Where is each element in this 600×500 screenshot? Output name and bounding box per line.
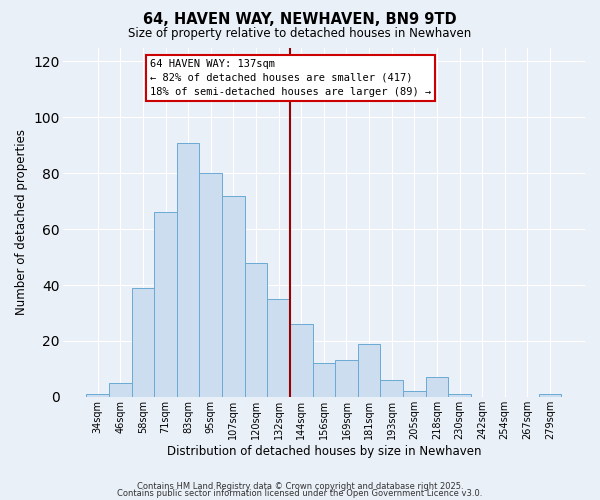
X-axis label: Distribution of detached houses by size in Newhaven: Distribution of detached houses by size … <box>167 444 481 458</box>
Bar <box>131 288 154 397</box>
Bar <box>539 394 561 397</box>
Text: 64 HAVEN WAY: 137sqm
← 82% of detached houses are smaller (417)
18% of semi-deta: 64 HAVEN WAY: 137sqm ← 82% of detached h… <box>150 58 431 96</box>
Bar <box>403 391 425 397</box>
Bar <box>335 360 358 397</box>
Bar <box>358 344 380 397</box>
Y-axis label: Number of detached properties: Number of detached properties <box>15 129 28 315</box>
Bar <box>86 394 109 397</box>
Text: Contains HM Land Registry data © Crown copyright and database right 2025.: Contains HM Land Registry data © Crown c… <box>137 482 463 491</box>
Text: Size of property relative to detached houses in Newhaven: Size of property relative to detached ho… <box>128 28 472 40</box>
Bar <box>222 196 245 397</box>
Bar <box>290 324 313 397</box>
Bar <box>245 262 268 397</box>
Bar <box>380 380 403 397</box>
Text: 64, HAVEN WAY, NEWHAVEN, BN9 9TD: 64, HAVEN WAY, NEWHAVEN, BN9 9TD <box>143 12 457 28</box>
Bar <box>177 142 199 397</box>
Bar <box>313 364 335 397</box>
Bar <box>199 173 222 397</box>
Bar <box>268 299 290 397</box>
Bar <box>109 383 131 397</box>
Bar <box>154 212 177 397</box>
Text: Contains public sector information licensed under the Open Government Licence v3: Contains public sector information licen… <box>118 489 482 498</box>
Bar <box>425 377 448 397</box>
Bar <box>448 394 471 397</box>
